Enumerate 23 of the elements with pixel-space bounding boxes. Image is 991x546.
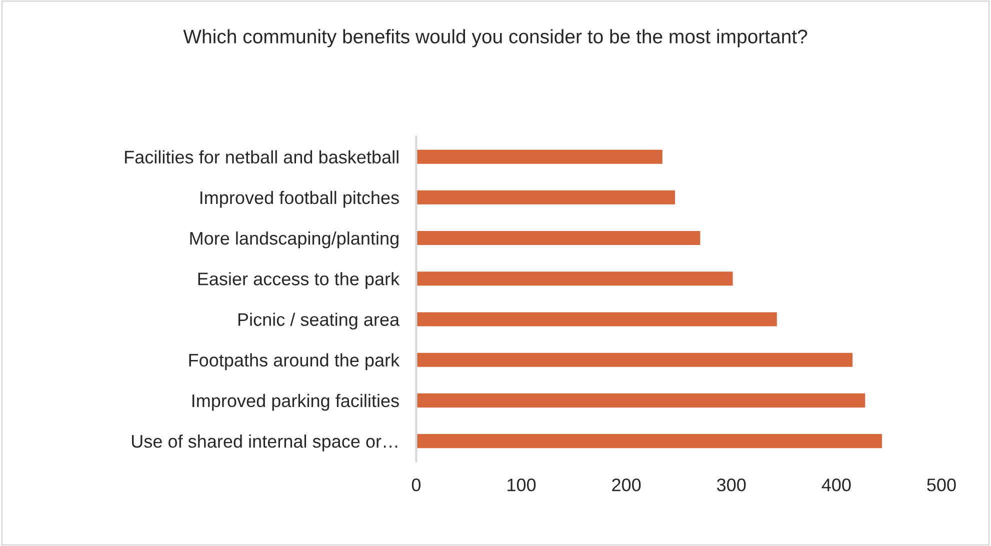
bar (416, 270, 734, 288)
x-tick-label: 200 (612, 478, 641, 492)
bar (416, 392, 867, 409)
x-tick-label: 100 (508, 478, 536, 492)
y-tick-label: Footpaths around the park (189, 353, 400, 370)
y-tick-label: Use of shared internal space or… (132, 434, 398, 452)
bar (416, 189, 676, 206)
x-tick-label: 0 (412, 478, 421, 492)
y-tick-label: Picnic / seating area (238, 312, 400, 330)
chart-title: Which community benefits would you consider to be the most important? (183, 29, 808, 48)
bar (416, 351, 854, 368)
y-tick-label: Improved football pitches (200, 190, 399, 208)
bar (416, 310, 778, 328)
x-tick-label: 300 (716, 478, 746, 492)
x-tick-label: 400 (822, 478, 851, 492)
x-tick-label: 500 (927, 478, 956, 492)
y-tick-label: More landscaping/planting (190, 231, 398, 248)
bar (416, 432, 884, 450)
y-tick-label: Easier access to the park (198, 272, 400, 289)
y-tick-label: Facilities for netball and basketball (125, 150, 398, 164)
bar (416, 148, 664, 166)
y-tick-label: Improved parking facilities (192, 394, 399, 411)
bar (416, 230, 702, 246)
